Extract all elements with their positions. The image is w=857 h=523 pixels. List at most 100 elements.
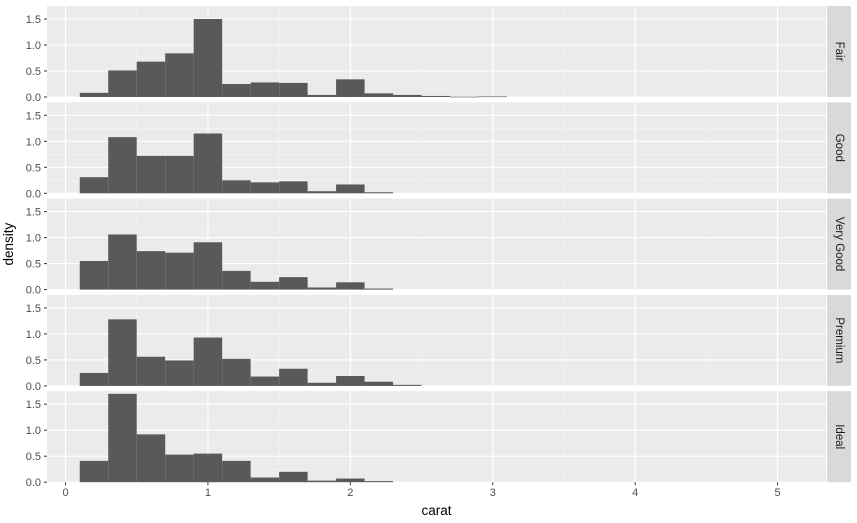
histogram-bar — [393, 95, 421, 97]
facet-panels: 0.0 0.5 1.0 1.5 Fair 0.0 0.5 1.0 1.5 Good 0.0 0.5 1.… — [26, 6, 851, 489]
histogram-bar — [479, 96, 507, 97]
y-tick-label: 1.5 — [26, 303, 41, 315]
facet-strip-label: Very Good — [833, 217, 845, 271]
histogram-bar — [80, 177, 108, 193]
y-tick-label: 0.5 — [26, 162, 41, 174]
x-axis-title: carat — [421, 503, 451, 518]
histogram-bar — [222, 180, 250, 193]
histogram-bar — [194, 19, 222, 97]
x-tick-label: 1 — [205, 487, 211, 499]
y-tick-label: 1.0 — [26, 40, 41, 52]
histogram-bar — [222, 271, 250, 290]
histogram-bar — [194, 338, 222, 386]
histogram-bar — [279, 181, 307, 193]
histogram-bar — [308, 191, 336, 193]
x-tick-label: 3 — [490, 487, 496, 499]
facet-strip-label: Premium — [833, 317, 845, 363]
facet-panel-very-good: 0.0 0.5 1.0 1.5 Very Good — [26, 199, 851, 297]
histogram-bar — [336, 376, 364, 386]
histogram-bar — [80, 373, 108, 386]
histogram-bar — [165, 253, 193, 290]
facet-panel-premium: 0.0 0.5 1.0 1.5 Premium — [26, 295, 851, 393]
histogram-bar — [80, 93, 108, 97]
histogram-bar — [365, 192, 393, 193]
histogram-bar — [222, 84, 250, 97]
histogram-bar — [365, 481, 393, 482]
histogram-bar — [194, 454, 222, 483]
histogram-bar — [308, 383, 336, 386]
y-tick-label: 1.5 — [26, 110, 41, 122]
histogram-bar — [251, 282, 279, 290]
histogram-bar — [251, 377, 279, 386]
y-tick-label: 0.5 — [26, 451, 41, 463]
histogram-bar — [336, 79, 364, 97]
y-tick-label: 1.5 — [26, 14, 41, 26]
histogram-bar — [393, 385, 421, 386]
histogram-bar — [108, 319, 136, 386]
y-tick-label: 0.0 — [26, 285, 41, 297]
histogram-bar — [308, 95, 336, 97]
histogram-bar — [165, 156, 193, 193]
histogram-bar — [165, 53, 193, 97]
histogram-bar — [308, 481, 336, 483]
histogram-bar — [137, 62, 165, 97]
y-tick-label: 1.0 — [26, 136, 41, 148]
histogram-bar — [108, 394, 136, 482]
y-tick-label: 1.0 — [26, 425, 41, 437]
histogram-bar — [222, 359, 250, 386]
histogram-bar — [422, 96, 450, 97]
x-tick-label: 4 — [632, 487, 638, 499]
histogram-bar — [336, 282, 364, 289]
facet-strip-label: Ideal — [833, 424, 845, 449]
y-tick-label: 0.5 — [26, 259, 41, 271]
histogram-bar — [108, 137, 136, 193]
histogram-bar — [450, 97, 478, 98]
histogram-bar — [336, 184, 364, 193]
histogram-bar — [365, 382, 393, 386]
histogram-bar — [279, 83, 307, 97]
histogram-bar — [80, 261, 108, 290]
y-tick-label: 0.0 — [26, 477, 41, 489]
histogram-bar — [279, 472, 307, 482]
histogram-bar — [194, 242, 222, 289]
histogram-bar — [365, 289, 393, 290]
histogram-bar — [194, 134, 222, 194]
x-tick-label: 0 — [62, 487, 68, 499]
y-tick-label: 0.0 — [26, 188, 41, 200]
histogram-bar — [279, 369, 307, 386]
facet-panel-fair: 0.0 0.5 1.0 1.5 Fair — [26, 6, 851, 104]
histogram-bar — [108, 70, 136, 97]
histogram-bar — [165, 455, 193, 483]
histogram-bar — [137, 156, 165, 193]
histogram-bar — [365, 93, 393, 97]
facet-strip-label: Good — [833, 134, 845, 162]
histogram-bar — [80, 461, 108, 482]
histogram-bar — [222, 461, 250, 482]
y-tick-label: 0.0 — [26, 381, 41, 393]
facet-panel-good: 0.0 0.5 1.0 1.5 Good — [26, 102, 851, 200]
histogram-bar — [251, 182, 279, 193]
y-tick-label: 1.5 — [26, 207, 41, 219]
y-tick-label: 1.5 — [26, 399, 41, 411]
histogram-bar — [308, 288, 336, 290]
y-axis-title: density — [1, 222, 16, 265]
y-tick-label: 1.0 — [26, 329, 41, 341]
y-tick-label: 1.0 — [26, 233, 41, 245]
facet-panel-ideal: 0.0 0.5 1.0 1.5 Ideal — [26, 391, 851, 489]
histogram-bar — [137, 251, 165, 289]
y-tick-label: 0.5 — [26, 66, 41, 78]
x-tick-label: 5 — [775, 487, 781, 499]
histogram-bar — [137, 434, 165, 482]
facet-strip-label: Fair — [833, 42, 845, 62]
histogram-bar — [251, 82, 279, 97]
histogram-bar — [137, 357, 165, 386]
histogram-bar — [165, 360, 193, 385]
y-tick-label: 0.5 — [26, 355, 41, 367]
histogram-bar — [336, 479, 364, 483]
x-tick-label: 2 — [347, 487, 353, 499]
histogram-bar — [279, 277, 307, 289]
x-axis: 0 1 2 3 4 5 — [62, 482, 780, 499]
y-tick-label: 0.0 — [26, 92, 41, 104]
histogram-bar — [251, 478, 279, 483]
